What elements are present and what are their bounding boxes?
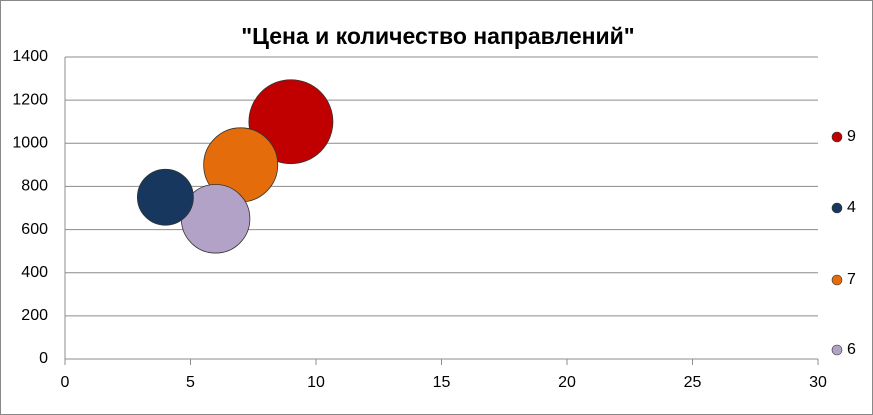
legend-label: 6 <box>847 341 856 358</box>
legend-marker <box>831 274 843 286</box>
y-tick-label: 400 <box>21 264 48 281</box>
y-tick-label: 1000 <box>12 135 48 152</box>
x-tick-label: 15 <box>433 374 451 391</box>
y-tick-label: 1200 <box>12 91 48 108</box>
legend-label: 9 <box>847 128 856 145</box>
x-tick-label: 20 <box>558 374 576 391</box>
bubble <box>136 168 194 226</box>
legend-label: 7 <box>847 271 856 288</box>
x-tick-label: 0 <box>61 374 70 391</box>
legend-marker <box>831 344 843 356</box>
y-tick-label: 0 <box>39 350 48 367</box>
y-tick-label: 600 <box>21 221 48 238</box>
chart-title: "Цена и количество направлений" <box>241 23 634 49</box>
legend-marker <box>831 131 843 143</box>
legend-marker <box>831 202 843 214</box>
x-tick-label: 5 <box>186 374 195 391</box>
x-tick-label: 30 <box>809 374 827 391</box>
x-tick-label: 25 <box>684 374 702 391</box>
x-tick-label: 10 <box>307 374 325 391</box>
y-tick-label: 800 <box>21 178 48 195</box>
y-tick-label: 200 <box>21 307 48 324</box>
y-tick-label: 1400 <box>12 48 48 65</box>
legend-label: 4 <box>847 199 856 216</box>
